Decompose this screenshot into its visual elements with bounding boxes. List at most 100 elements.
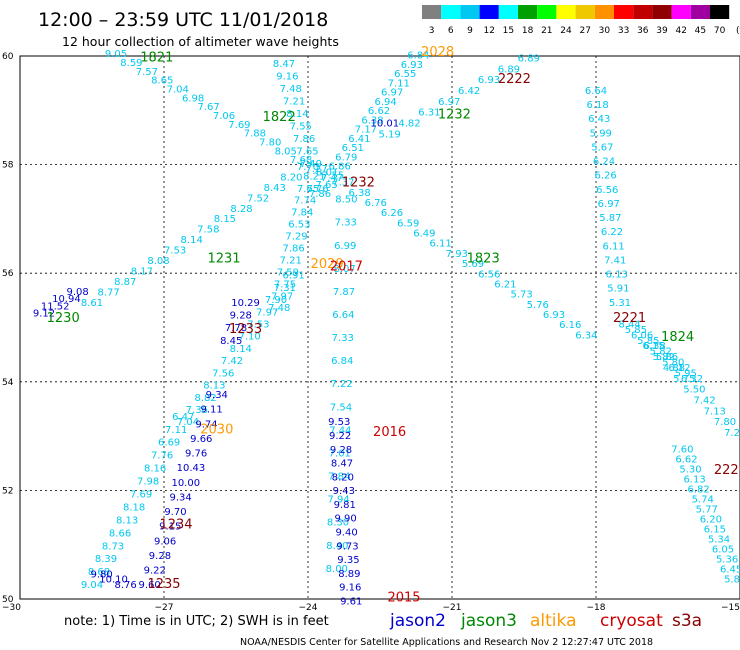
swh-value: 5.91 — [607, 284, 629, 295]
x-tick-label: −24 — [299, 603, 318, 613]
swh-value: 6.82 — [688, 484, 710, 495]
swh-value: 6.55 — [394, 69, 416, 80]
x-tick-label: −18 — [587, 603, 606, 613]
swh-value: 8.39 — [95, 554, 117, 565]
swh-value: 6.56 — [596, 185, 618, 196]
swh-value: 8.20 — [332, 472, 354, 483]
swh-value: 6.49 — [413, 229, 435, 240]
colorbar-label: 18 — [522, 26, 534, 36]
swh-value: 6.15 — [704, 525, 726, 536]
swh-value: 5.95 — [675, 368, 697, 379]
swh-value: 7.10 — [238, 332, 260, 343]
swh-value: 9.12 — [33, 309, 55, 320]
swh-value: 8.47 — [331, 459, 353, 470]
swh-value: 7.41 — [604, 255, 626, 266]
plot-frame — [19, 55, 740, 600]
swh-value: 9.11 — [200, 405, 222, 416]
track: 8.479.167.487.218.147.557.867.657.498.21… — [273, 59, 329, 195]
swh-value: 7.69 — [130, 490, 152, 501]
colorbar-label: 21 — [541, 26, 552, 36]
swh-value: 6.13 — [606, 270, 628, 281]
swh-value: 9.90 — [335, 514, 357, 525]
swh-value: 6.62 — [368, 106, 390, 117]
swh-value: 8.87 — [114, 277, 136, 288]
track: 7.708.208.437.528.288.157.588.147.538.08… — [81, 162, 319, 309]
swh-value: 11.52 — [41, 301, 70, 312]
swh-value: 6.47 — [172, 412, 194, 423]
colorbar-label: 42 — [675, 26, 686, 36]
swh-value: 6.89 — [518, 53, 540, 64]
colorbar-swatch — [479, 5, 499, 19]
swh-value: 6.06 — [631, 330, 653, 341]
swh-value: 7.93 — [446, 249, 468, 260]
swh-value: 10.43 — [177, 463, 206, 474]
swh-value: 5.74 — [692, 495, 714, 506]
swh-value: 6.22 — [601, 227, 623, 238]
swh-value: 7.04 — [177, 417, 199, 428]
swh-value: 7.58 — [197, 225, 219, 236]
swh-value: 8.47 — [273, 59, 295, 70]
swh-value: 7.48 — [268, 303, 290, 314]
swh-value: 9.15 — [159, 522, 181, 533]
swh-value: 6.91 — [282, 271, 304, 282]
swh-value: 7.57 — [136, 67, 158, 78]
swh-value: 8.16 — [144, 464, 166, 475]
swh-value: 5.77 — [696, 505, 718, 516]
pass-time-label: 2220 — [714, 463, 740, 478]
swh-value: 9.43 — [333, 486, 355, 497]
pass-time-label: 2221 — [613, 311, 646, 326]
track: 10.01 — [370, 119, 399, 130]
pass-labels: 1821 2028 2222 1822 1232 1232 1231 1823 20292017… — [47, 45, 740, 606]
swh-value: 6.99 — [334, 241, 356, 252]
colorbar-label: 30 — [599, 26, 611, 36]
swh-value: 7.27 — [305, 164, 327, 175]
colorbar-swatch — [498, 5, 518, 19]
swh-value: 7.22 — [330, 379, 352, 390]
swh-value: 8.68 — [88, 567, 110, 578]
swh-value: 7.36 — [186, 405, 208, 416]
track: 6.47 7.11 6.69 7.76 8.16 7.98 7.698.18 8.13 8.66… — [81, 412, 194, 591]
track: 10.299.28 7.78 8.45 — [220, 298, 260, 347]
swh-value: 8.65 — [151, 76, 173, 87]
y-tick-label: 52 — [2, 486, 13, 496]
swh-value: 6.51 — [342, 143, 364, 154]
swh-value: 7.53 — [247, 320, 269, 331]
swh-value: 8.44 — [618, 320, 640, 331]
swh-value: 8.01 — [316, 167, 338, 178]
colorbar-swatch — [633, 5, 653, 19]
swh-value: 8.61 — [81, 298, 103, 309]
swh-value: 6.53 — [288, 220, 310, 231]
swh-value: 7.97 — [271, 291, 293, 302]
swh-value: 9.53 — [328, 417, 350, 428]
colorbar-label: 45 — [695, 26, 706, 36]
swh-value: 8.50 — [335, 195, 357, 206]
colorbar-swatch — [422, 5, 442, 19]
swh-value: 8.77 — [97, 287, 119, 298]
swh-value: 6.62 — [675, 454, 697, 465]
track: 6.64 6.18 6.43 5.99 5.67 6.24 6.26 6.56 6.97 5.87… — [585, 86, 631, 309]
swh-value: 6.97 — [438, 97, 460, 108]
swh-value: 8.45 — [220, 336, 242, 347]
swh-value: 8.14 — [286, 109, 308, 120]
swh-value: 6.93 — [543, 310, 565, 321]
swh-value: 7.55 — [322, 171, 344, 182]
swh-value: 7.25 — [724, 428, 740, 439]
swh-value: 7.74 — [294, 196, 316, 207]
swh-value: 7.47 — [321, 173, 343, 184]
swh-value: 6.11 — [429, 239, 451, 250]
swh-value: 8.76 — [114, 580, 136, 591]
track: 8.50 7.33 6.99 8.07 7.87 6.64 7.33 6.84 7.22 7.54… — [326, 195, 358, 575]
swh-value: 8.17 — [131, 266, 153, 277]
swh-value: 9.74 — [195, 419, 217, 430]
colorbar-swatch — [460, 5, 480, 19]
swh-value: 6.12 — [668, 363, 690, 374]
swh-value: 5.82 — [653, 352, 675, 363]
swh-value: 6.41 — [348, 134, 370, 145]
swh-value: 8.07 — [333, 264, 355, 275]
x-tick-label: −15 — [721, 603, 740, 613]
swh-value: 7.70 — [297, 162, 319, 173]
swh-value: 5.99 — [590, 128, 612, 139]
swh-value: 9.61 — [340, 596, 362, 607]
swh-value: 9.04 — [81, 580, 103, 591]
